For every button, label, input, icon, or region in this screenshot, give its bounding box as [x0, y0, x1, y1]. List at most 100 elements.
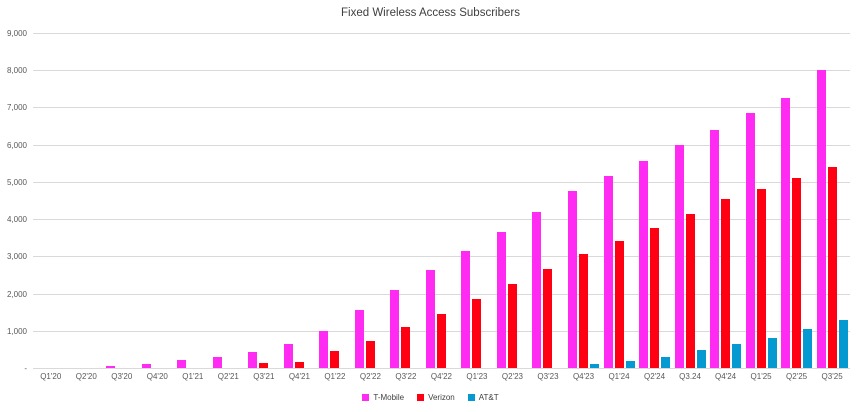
- bar-verizon: [259, 363, 269, 368]
- legend-item-at-t: AT&T: [467, 393, 499, 402]
- y-axis-tick-label: 7,000: [6, 103, 27, 113]
- x-axis-tick-label: Q1'23: [466, 372, 488, 381]
- x-axis-tick-label: Q1'24: [608, 372, 630, 381]
- bar-verizon: [507, 284, 517, 368]
- bar-verizon: [401, 327, 411, 368]
- gridline: [33, 107, 850, 109]
- y-axis-tick-label: 2,000: [6, 289, 27, 299]
- gridline: [33, 181, 850, 183]
- y-axis-tick-label: 9,000: [6, 29, 27, 38]
- bar-at-t: [589, 364, 599, 368]
- legend-swatch-icon: [467, 394, 475, 401]
- bar-group: [140, 33, 176, 368]
- gridline: [33, 293, 850, 295]
- x-axis-tick-label: Q2'24: [643, 372, 666, 381]
- legend-label: Verizon: [428, 393, 455, 402]
- bar-t-mobile: [425, 270, 435, 368]
- bar-t-mobile: [177, 360, 187, 368]
- bar-group: [353, 33, 389, 368]
- x-axis-tick-label: Q1'22: [324, 372, 346, 381]
- bar-verizon: [756, 189, 766, 368]
- bar-verizon: [330, 351, 340, 368]
- bar-verizon: [543, 269, 553, 368]
- legend-label: AT&T: [478, 393, 499, 402]
- x-axis-tick-label: Q3.24: [679, 372, 701, 381]
- bar-t-mobile: [710, 129, 720, 368]
- bar-t-mobile: [745, 113, 755, 368]
- x-axis-tick-label: Q4'23: [572, 372, 595, 381]
- bar-t-mobile: [567, 191, 577, 368]
- bar-verizon: [365, 341, 375, 368]
- bar-verizon: [294, 362, 304, 368]
- bar-at-t: [696, 350, 706, 368]
- bar-group: [530, 33, 566, 368]
- bar-t-mobile: [816, 70, 826, 368]
- bar-at-t: [838, 319, 848, 368]
- bar-verizon: [436, 314, 446, 368]
- bar-group: [601, 33, 637, 368]
- x-axis-tick-label: Q3'23: [537, 372, 559, 381]
- bar-verizon: [685, 213, 695, 368]
- x-axis-tick-label: Q2'20: [75, 372, 97, 381]
- x-axis-tick-label: Q3'21: [253, 372, 275, 381]
- gridline: [33, 368, 850, 369]
- x-axis-tick-label: Q2'23: [501, 372, 524, 381]
- bar-group: [104, 33, 140, 368]
- legend-swatch-icon: [417, 394, 425, 401]
- y-axis-tick-label: 8,000: [6, 66, 27, 76]
- gridline: [33, 256, 850, 258]
- bar-verizon: [792, 178, 802, 368]
- x-axis-tick-label: Q3'20: [111, 372, 133, 381]
- bar-group: [388, 33, 424, 368]
- legend-item-verizon: Verizon: [417, 393, 455, 402]
- legend-item-t-mobile: T-Mobile: [362, 393, 404, 402]
- bar-group: [814, 33, 850, 368]
- bar-t-mobile: [248, 352, 258, 368]
- bar-groups: [33, 33, 850, 368]
- x-axis-tick-label: Q2'22: [359, 372, 381, 381]
- gridline: [33, 219, 850, 221]
- x-axis-tick-label: Q1'20: [40, 372, 62, 381]
- bar-verizon: [614, 241, 624, 368]
- bar-t-mobile: [319, 330, 329, 368]
- bar-t-mobile: [106, 366, 116, 368]
- bar-t-mobile: [283, 343, 293, 368]
- bar-at-t: [661, 356, 671, 368]
- bar-t-mobile: [674, 144, 684, 368]
- bar-t-mobile: [639, 161, 649, 368]
- x-axis-tick-label: Q2'21: [217, 372, 239, 381]
- bar-group: [424, 33, 460, 368]
- x-axis-tick-label: Q1'25: [750, 372, 772, 381]
- x-axis-tick-label: Q4'24: [715, 372, 737, 381]
- bar-group: [69, 33, 105, 368]
- bar-t-mobile: [603, 176, 613, 368]
- bar-group: [743, 33, 779, 368]
- x-axis-tick-label: Q4'20: [146, 372, 168, 381]
- bar-verizon: [827, 167, 837, 368]
- bar-t-mobile: [390, 289, 400, 368]
- bar-verizon: [472, 299, 482, 368]
- gridline: [33, 70, 850, 72]
- bar-group: [246, 33, 282, 368]
- bar-group: [672, 33, 708, 368]
- bar-at-t: [732, 343, 742, 368]
- bar-group: [33, 33, 69, 368]
- x-axis-tick-label: Q3'25: [821, 372, 843, 381]
- bar-t-mobile: [532, 211, 542, 368]
- x-axis-tick-label: Q2'25: [786, 372, 808, 381]
- y-axis-tick-label: 5,000: [6, 177, 27, 187]
- bar-t-mobile: [781, 98, 791, 368]
- bar-verizon: [650, 228, 660, 368]
- y-axis: 9,000 8,000 7,000 6,000 5,000 4,000 3,000 2,000…: [0, 29, 27, 373]
- bar-group: [637, 33, 673, 368]
- y-axis-tick-label: 4,000: [6, 215, 27, 225]
- bar-t-mobile: [461, 250, 471, 368]
- x-axis-tick-label: Q3'22: [395, 372, 417, 381]
- gridline: [33, 33, 850, 34]
- chart-title: Fixed Wireless Access Subscribers: [341, 7, 520, 19]
- bar-group: [708, 33, 744, 368]
- bar-group: [282, 33, 318, 368]
- gridline: [33, 144, 850, 146]
- bar-group: [317, 33, 353, 368]
